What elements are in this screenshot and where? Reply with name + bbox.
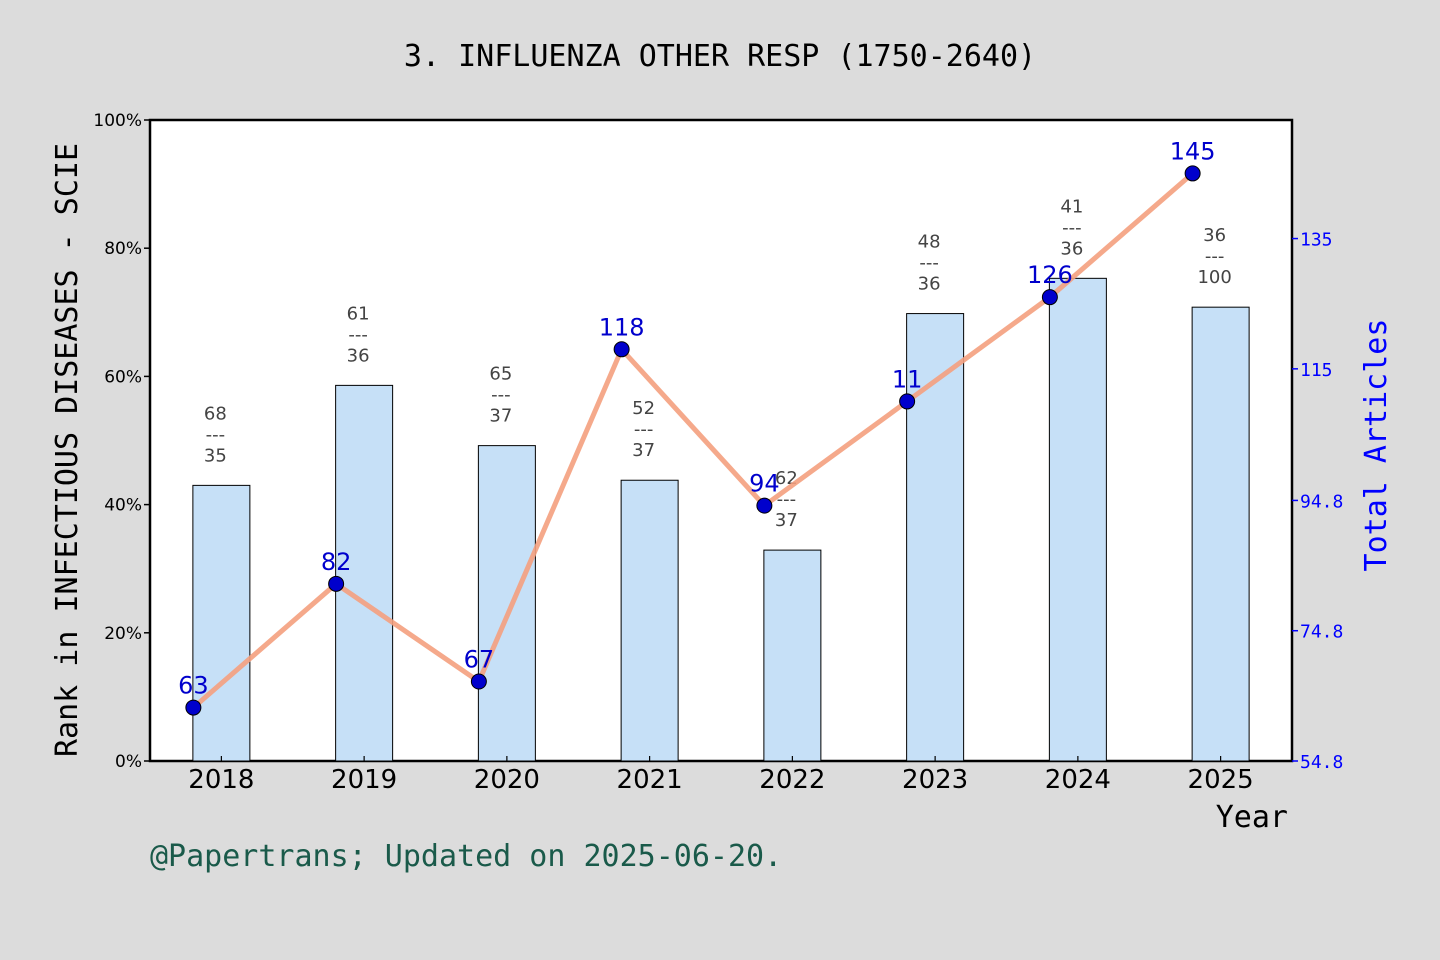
articles-marker-2021 (613, 341, 630, 358)
articles-marker-2020 (470, 673, 487, 690)
bar-2024 (1048, 277, 1107, 762)
right-tick-label: 115 (1300, 360, 1333, 381)
rank-fraction-denominator: 36 (347, 345, 370, 366)
footer-note: @Papertrans; Updated on 2025-06-20. (150, 839, 782, 874)
bar-2021 (620, 479, 679, 762)
articles-label-2019: 82 (321, 548, 352, 576)
rank-fraction-denominator: 35 (204, 445, 227, 466)
right-tick-label: 94.8 (1300, 491, 1343, 512)
right-tick-label: 54.8 (1300, 752, 1343, 773)
rank-fraction-numerator: 61 (347, 303, 370, 324)
rank-fraction-numerator: 41 (1060, 196, 1083, 217)
right-tick-label: 74.8 (1300, 622, 1343, 643)
left-axis-ticks: 0% 20% 40% 60% 80% 100% (93, 111, 150, 772)
plot-area (148, 118, 1294, 763)
articles-marker-2019 (328, 575, 345, 592)
rank-fraction-numerator: 48 (918, 232, 941, 253)
chart-title: 3. INFLUENZA OTHER RESP (1750-2640) (404, 39, 1036, 74)
rank-fraction-separator: --- (206, 424, 226, 445)
right-axis-ticks: 54.8 74.8 94.8 115 135 (1292, 230, 1343, 773)
rank-fraction-numerator: 65 (489, 364, 512, 385)
articles-label-2018: 63 (178, 672, 209, 700)
articles-label-2021: 118 (599, 313, 645, 341)
rank-fraction-numerator: 52 (632, 398, 655, 419)
rank-fraction-denominator: 37 (489, 406, 512, 427)
x-tick-label: 2018 (188, 765, 254, 795)
articles-line-layer: 63 82 67 118 94 11 126 145 (178, 137, 1216, 716)
bar-2022 (763, 549, 822, 762)
left-tick-label: 40% (104, 496, 142, 516)
bar-2025 (1191, 306, 1250, 762)
articles-marker-2022 (756, 497, 773, 514)
x-tick-label: 2025 (1188, 765, 1254, 795)
y2-axis-label: Total Articles (1359, 319, 1394, 572)
rank-fraction-numerator: 36 (1203, 225, 1226, 246)
left-tick-label: 100% (93, 111, 142, 131)
rank-fraction-separator: --- (348, 324, 368, 345)
rank-fraction-denominator: 100 (1197, 267, 1231, 288)
articles-label-2020: 67 (464, 646, 495, 674)
x-tick-label: 2020 (474, 765, 540, 795)
rank-fraction-separator: --- (634, 419, 654, 440)
x-tick-label: 2022 (759, 765, 825, 795)
rank-fraction-numerator: 68 (204, 403, 227, 424)
left-tick-label: 20% (104, 624, 142, 644)
left-tick-label: 60% (104, 367, 142, 387)
y-axis-label: Rank in INFECTIOUS DISEASES - SCIE (50, 143, 85, 757)
rank-fraction-separator: --- (491, 385, 511, 406)
rank-fraction-denominator: 36 (1060, 238, 1083, 259)
left-tick-label: 0% (115, 752, 142, 772)
articles-label-2025: 145 (1170, 137, 1216, 165)
x-tick-label: 2021 (617, 765, 683, 795)
bars-layer (192, 277, 1250, 762)
articles-label-2022: 94 (749, 470, 780, 498)
articles-marker-2018 (185, 699, 202, 716)
left-tick-label: 80% (104, 239, 142, 259)
rank-fraction-denominator: 37 (632, 440, 655, 461)
x-tick-label: 2019 (331, 765, 397, 795)
rank-fraction-separator: --- (919, 253, 939, 274)
bar-2018 (192, 484, 251, 762)
x-tick-label: 2023 (902, 765, 968, 795)
bar-2020 (477, 445, 536, 762)
articles-label-2023: 11 (892, 365, 923, 393)
bar-2019 (335, 384, 394, 762)
articles-marker-2023 (899, 393, 916, 410)
right-tick-label: 135 (1300, 230, 1333, 251)
rank-fraction-denominator: 37 (775, 510, 798, 531)
articles-marker-2025 (1184, 165, 1201, 182)
articles-marker-2024 (1041, 289, 1058, 306)
x-tick-label: 2024 (1045, 765, 1111, 795)
rank-fraction-denominator: 36 (918, 274, 941, 295)
rank-fraction-separator: --- (1205, 246, 1225, 267)
articles-label-2024: 126 (1027, 261, 1073, 289)
x-axis-ticks: 2018 2019 2020 2021 2022 2023 2024 2025 (188, 756, 1254, 795)
x-axis-label: Year (1216, 800, 1288, 835)
articles-line (191, 171, 1195, 710)
rank-fraction-separator: --- (1062, 217, 1082, 238)
